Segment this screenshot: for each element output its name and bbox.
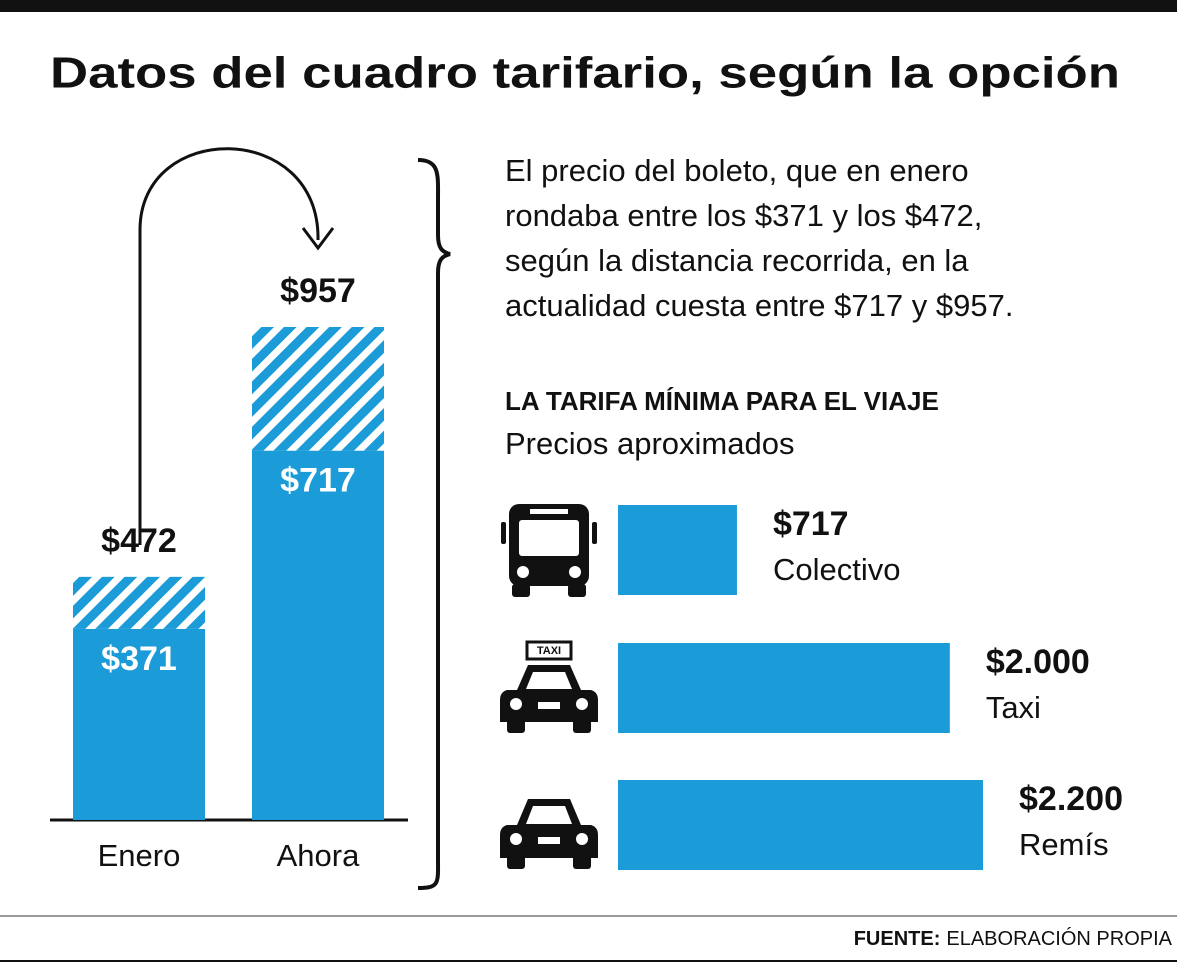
bar xyxy=(252,450,384,820)
bar-range xyxy=(252,327,384,451)
value-label: $472 xyxy=(101,522,177,560)
brace xyxy=(417,158,451,890)
source-text: ELABORACIÓN PROPIA xyxy=(946,927,1172,950)
value-label: $2.000 xyxy=(986,643,1090,681)
bus-icon xyxy=(501,504,597,597)
arrow xyxy=(138,147,320,545)
category-label: Colectivo xyxy=(773,552,901,587)
category-label: Taxi xyxy=(986,690,1041,725)
car-icon xyxy=(500,799,598,869)
bar xyxy=(618,780,983,870)
source-label: FUENTE: xyxy=(854,928,941,950)
value-label: $371 xyxy=(101,640,177,678)
category-label: Ahora xyxy=(277,838,360,873)
category-label: Remís xyxy=(1019,827,1109,862)
description-line: rondaba entre los $371 y los $472, xyxy=(505,198,982,233)
chart-subtitle: Precios aproximados xyxy=(505,426,794,461)
value-label: $957 xyxy=(280,272,356,310)
value-label: $2.200 xyxy=(1019,780,1123,818)
taxi-icon: TAXI xyxy=(500,640,598,733)
value-label: $717 xyxy=(280,462,356,500)
description-line: El precio del boleto, que en enero xyxy=(505,153,969,188)
value-label: $717 xyxy=(773,505,849,543)
arrow-head xyxy=(301,227,335,251)
bar-range xyxy=(73,576,205,629)
source: FUENTE: ELABORACIÓN PROPIA xyxy=(854,927,1173,950)
bar xyxy=(73,628,205,820)
description: El precio del boleto, que en enero ronda… xyxy=(505,153,1013,323)
description-line: actualidad cuesta entre $717 y $957. xyxy=(505,288,1013,323)
bar xyxy=(618,643,950,733)
chart-title: LA TARIFA MÍNIMA PARA EL VIAJE xyxy=(505,386,939,416)
title: Datos del cuadro tarifario, según la opc… xyxy=(50,49,1120,98)
top-rule xyxy=(0,0,1177,12)
bar xyxy=(618,505,737,595)
category-label: Enero xyxy=(98,838,181,873)
taxi-sign: TAXI xyxy=(537,645,561,657)
description-line: según la distancia recorrida, en la xyxy=(505,243,969,278)
